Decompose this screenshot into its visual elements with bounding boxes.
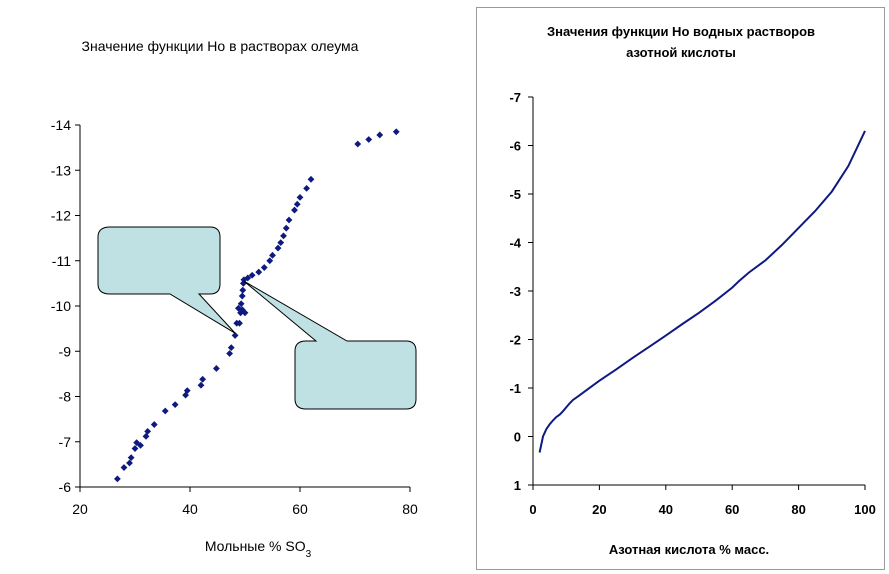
nitric-chart-title-line-1: Значения функции Но водных растворов xyxy=(547,24,815,39)
oleum-data-point xyxy=(354,140,362,148)
nitric-y-tick-label: -3 xyxy=(509,284,521,299)
oleum-data-point xyxy=(213,365,220,372)
oleum-data-point xyxy=(303,184,310,192)
oleum-scatter-chart: Значение функции Но в растворах олеума -… xyxy=(51,38,418,560)
oleum-data-point xyxy=(131,445,139,452)
oleum-x-tick-label: 20 xyxy=(72,501,88,517)
oleum-chart-panel: Значение функции Но в растворах олеума -… xyxy=(0,0,440,574)
oleum-data-point xyxy=(126,459,133,467)
oleum-data-point xyxy=(282,224,290,232)
nitric-y-tick-label: -6 xyxy=(509,139,521,154)
oleum-data-point xyxy=(142,432,150,440)
oleum-x-tick-label: 40 xyxy=(182,501,198,517)
oleum-data-point xyxy=(171,401,179,409)
nitric-y-tick-label: -1 xyxy=(509,381,521,396)
oleum-data-point xyxy=(236,319,243,327)
oleum-data-point xyxy=(269,251,276,259)
oleum-y-tick-label: -8 xyxy=(59,389,72,405)
oleum-y-tick-label: -10 xyxy=(51,298,71,314)
oleum-data-point xyxy=(365,136,373,143)
oleum-data-point xyxy=(392,128,400,136)
oleum-data-point xyxy=(183,387,191,395)
oleum-y-tick-label: -9 xyxy=(59,343,72,359)
oleum-data-point xyxy=(376,131,384,139)
oleum-y-tick-label: -13 xyxy=(51,162,71,178)
nitric-x-tick-label: 60 xyxy=(725,502,739,517)
nitric-chart-title-line-2: азотной кислоты xyxy=(626,45,736,60)
oleum-data-point xyxy=(239,279,247,287)
oleum-data-point xyxy=(226,350,233,357)
nitric-y-tick-label: -4 xyxy=(509,236,521,251)
nitric-x-tick-label: 80 xyxy=(791,502,805,517)
nitric-x-tick-label: 100 xyxy=(854,502,876,517)
oleum-data-point xyxy=(277,239,285,247)
nitric-y-tick-label: 0 xyxy=(514,430,521,445)
nitric-acid-chart-panel: Значения функции Но водных растворов азо… xyxy=(476,7,885,570)
oleum-callout-upper xyxy=(97,226,236,334)
oleum-data-point xyxy=(291,206,298,214)
nitric-x-tick-label: 20 xyxy=(592,502,606,517)
oleum-data-point xyxy=(238,306,246,314)
oleum-data-point xyxy=(285,216,293,224)
oleum-data-point xyxy=(274,244,282,252)
oleum-y-tick-label: -12 xyxy=(51,208,71,224)
oleum-y-tick-label: -6 xyxy=(59,479,72,495)
oleum-data-point xyxy=(137,441,144,449)
oleum-data-point xyxy=(120,464,128,471)
nitric-y-tick-label: -7 xyxy=(509,90,521,105)
oleum-x-tick-label: 60 xyxy=(292,501,308,517)
oleum-data-point xyxy=(280,232,287,240)
oleum-data-point xyxy=(161,407,169,415)
nitric-y-tick-label: 1 xyxy=(514,478,521,493)
oleum-data-point xyxy=(260,264,268,271)
oleum-y-tick-label: -7 xyxy=(59,434,72,450)
oleum-data-point xyxy=(255,268,263,276)
oleum-data-point xyxy=(293,200,301,208)
oleum-data-point xyxy=(240,276,248,284)
nitric-y-tick-label: -5 xyxy=(509,187,521,202)
oleum-data-point xyxy=(266,257,274,265)
nitric-y-tick-label: -2 xyxy=(509,333,521,348)
oleum-data-point xyxy=(244,274,252,282)
oleum-data-point xyxy=(127,454,135,461)
oleum-data-point xyxy=(231,332,239,339)
oleum-data-point xyxy=(144,427,152,435)
oleum-data-point xyxy=(237,300,245,308)
oleum-data-point xyxy=(197,381,205,389)
oleum-y-tick-label: -11 xyxy=(52,253,71,269)
oleum-data-point xyxy=(238,292,246,300)
nitric-acid-line-chart: Значения функции Но водных растворов азо… xyxy=(509,24,876,557)
oleum-data-point xyxy=(307,175,315,183)
oleum-data-point xyxy=(239,286,247,294)
oleum-data-point xyxy=(114,475,121,483)
oleum-data-point xyxy=(150,421,158,428)
oleum-y-tick-label: -14 xyxy=(51,117,71,133)
oleum-data-point xyxy=(227,344,235,352)
nitric-x-tick-label: 40 xyxy=(659,502,673,517)
nitric-acid-series-line xyxy=(538,130,866,453)
oleum-x-axis-label: Мольные % SO3 xyxy=(205,538,312,560)
nitric-x-tick-label: 0 xyxy=(529,502,536,517)
oleum-data-point xyxy=(296,194,304,201)
nitric-x-axis-label: Азотная кислота % масс. xyxy=(609,542,769,557)
oleum-data-point xyxy=(199,375,207,383)
oleum-x-tick-label: 80 xyxy=(402,501,418,517)
oleum-data-point xyxy=(241,309,249,317)
oleum-data-point xyxy=(248,271,256,279)
oleum-callout-lower xyxy=(243,280,417,410)
oleum-chart-title: Значение функции Но в растворах олеума xyxy=(82,38,359,54)
